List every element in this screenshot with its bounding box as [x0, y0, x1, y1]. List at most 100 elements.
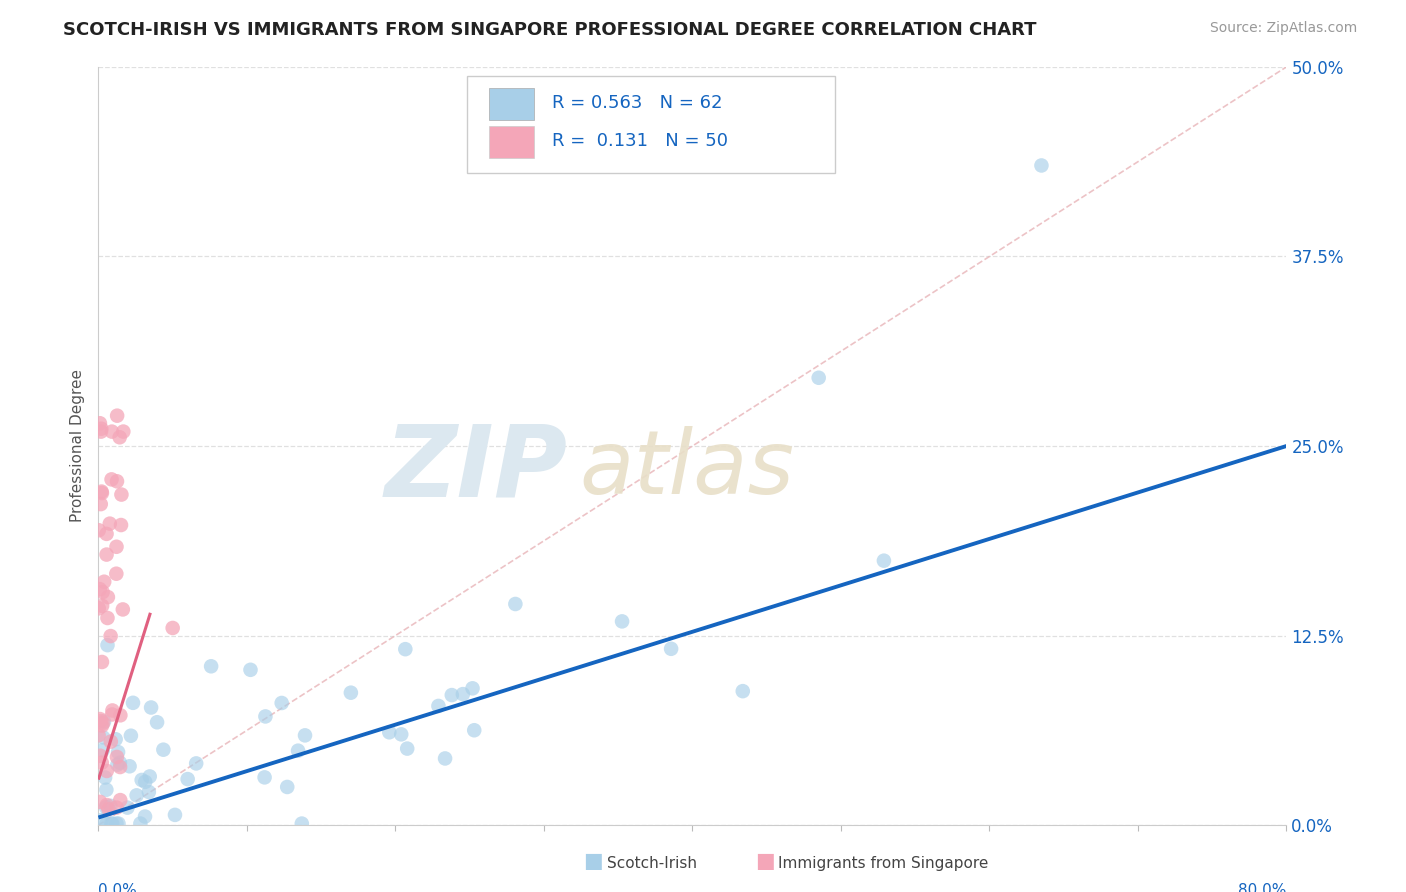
Point	[89, 712, 111, 726]
Point	[98, 516, 121, 531]
Point	[90, 425, 112, 439]
Point	[110, 518, 132, 533]
Point	[87, 523, 110, 537]
Point	[505, 597, 527, 611]
Point	[100, 472, 122, 486]
Point	[96, 527, 118, 541]
Point	[120, 729, 142, 743]
Point	[105, 540, 128, 554]
Point	[287, 744, 309, 758]
Point	[731, 684, 754, 698]
Point	[659, 641, 682, 656]
Point	[90, 714, 112, 728]
Point	[90, 484, 112, 499]
Point	[97, 802, 120, 816]
Point	[610, 615, 633, 629]
Text: 0.0%: 0.0%	[98, 883, 138, 892]
Point	[105, 475, 128, 489]
Text: Scotch-Irish: Scotch-Irish	[607, 856, 697, 871]
Point	[101, 816, 124, 830]
Point	[96, 548, 118, 562]
Point	[146, 715, 169, 730]
Point	[96, 764, 118, 778]
Point	[134, 775, 156, 789]
Point	[89, 582, 111, 596]
Point	[90, 486, 112, 500]
Point	[396, 741, 419, 756]
Point	[1031, 159, 1053, 173]
Point	[101, 703, 124, 717]
Point	[294, 728, 316, 742]
Point	[340, 686, 363, 700]
Point	[100, 798, 122, 813]
Point	[101, 707, 124, 722]
Point	[291, 816, 314, 830]
Point	[104, 732, 127, 747]
Y-axis label: Professional Degree: Professional Degree	[70, 369, 86, 523]
Point	[87, 601, 110, 615]
Point	[110, 487, 132, 501]
Point	[112, 425, 135, 439]
Point	[91, 655, 114, 669]
Point	[91, 718, 114, 732]
Point	[90, 422, 112, 436]
Point	[90, 813, 112, 827]
Text: 80.0%: 80.0%	[1239, 883, 1286, 892]
Point	[253, 770, 276, 784]
Text: atlas: atlas	[579, 425, 794, 512]
Point	[89, 795, 111, 809]
Point	[176, 772, 198, 786]
Point	[105, 816, 128, 830]
Point	[117, 800, 139, 814]
Point	[873, 554, 896, 568]
Point	[163, 808, 186, 822]
Point	[138, 769, 160, 783]
Point	[105, 757, 128, 772]
Text: R = 0.563   N = 62: R = 0.563 N = 62	[553, 95, 723, 112]
Text: Source: ZipAtlas.com: Source: ZipAtlas.com	[1209, 21, 1357, 36]
Text: Immigrants from Singapore: Immigrants from Singapore	[778, 856, 988, 871]
Point	[96, 638, 118, 652]
Point	[111, 602, 134, 616]
FancyBboxPatch shape	[489, 88, 534, 120]
Point	[89, 416, 111, 430]
Point	[107, 745, 129, 759]
Point	[389, 727, 412, 741]
Point	[807, 371, 830, 385]
Point	[90, 756, 112, 770]
Point	[108, 430, 131, 444]
Point	[94, 771, 117, 785]
Point	[451, 687, 474, 701]
Point	[105, 409, 128, 423]
Text: R =  0.131   N = 50: R = 0.131 N = 50	[553, 132, 728, 150]
Point	[186, 756, 208, 771]
Point	[91, 585, 114, 599]
Point	[129, 816, 152, 830]
Point	[101, 425, 124, 439]
Point	[107, 816, 129, 830]
FancyBboxPatch shape	[467, 76, 835, 173]
Point	[93, 574, 115, 589]
Point	[254, 709, 277, 723]
Point	[125, 789, 148, 803]
Point	[394, 642, 416, 657]
Point	[105, 566, 128, 581]
Point	[440, 688, 463, 702]
Point	[105, 750, 128, 764]
Point	[89, 748, 111, 763]
Point	[162, 621, 184, 635]
Point	[270, 696, 292, 710]
Point	[461, 681, 484, 696]
Point	[96, 816, 118, 830]
Point	[131, 772, 153, 787]
Text: ZIP: ZIP	[385, 420, 568, 517]
Point	[122, 696, 145, 710]
Point	[91, 716, 114, 731]
Point	[96, 611, 118, 625]
FancyBboxPatch shape	[489, 126, 534, 158]
Point	[463, 723, 485, 738]
Point	[90, 497, 112, 511]
Point	[434, 751, 457, 765]
Text: SCOTCH-IRISH VS IMMIGRANTS FROM SINGAPORE PROFESSIONAL DEGREE CORRELATION CHART: SCOTCH-IRISH VS IMMIGRANTS FROM SINGAPOR…	[63, 21, 1036, 39]
Point	[96, 798, 118, 813]
